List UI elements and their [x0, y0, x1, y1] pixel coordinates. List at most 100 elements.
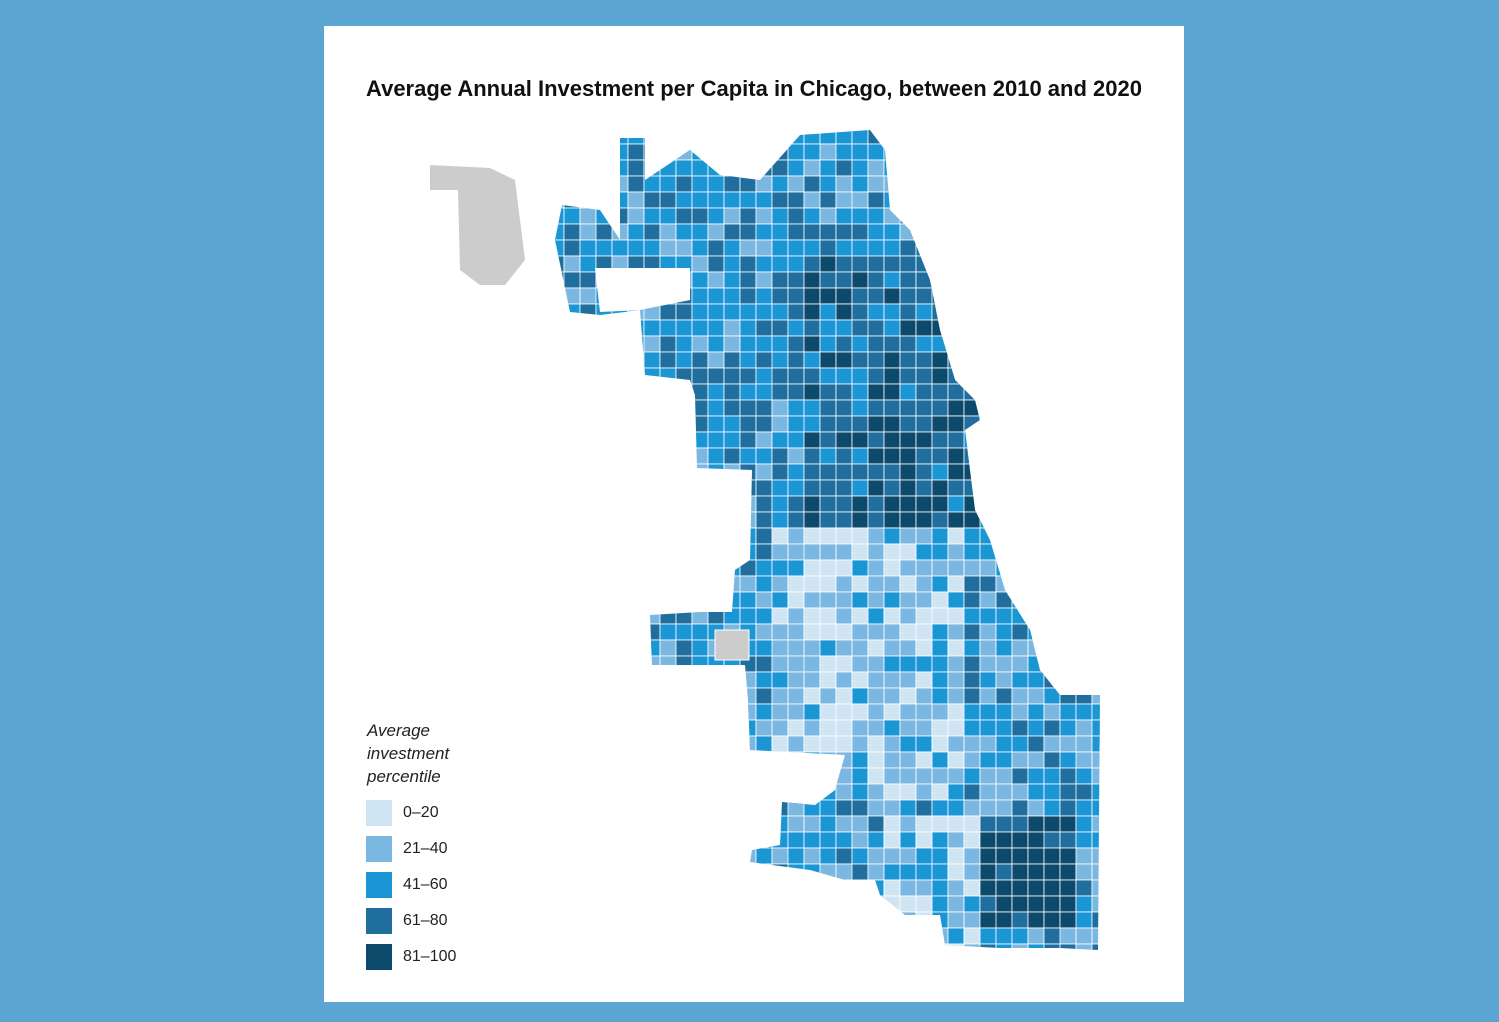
- tract: [979, 287, 997, 305]
- tract: [835, 751, 853, 769]
- tract: [915, 191, 933, 209]
- tract: [851, 159, 869, 177]
- tract: [915, 863, 933, 881]
- tract: [1011, 895, 1029, 913]
- tract: [1059, 527, 1077, 545]
- tract: [1091, 239, 1100, 257]
- tract: [947, 415, 965, 433]
- tract: [595, 943, 613, 950]
- tract: [1027, 159, 1045, 177]
- tract: [947, 623, 965, 641]
- tract: [707, 415, 725, 433]
- tract: [739, 287, 757, 305]
- tract: [1027, 495, 1045, 513]
- tract: [643, 735, 661, 753]
- tract: [1091, 527, 1100, 545]
- tract: [915, 607, 933, 625]
- tract: [963, 191, 981, 209]
- ohare: [430, 165, 525, 285]
- tract: [739, 735, 757, 753]
- tract: [1059, 943, 1077, 950]
- tract: [771, 543, 789, 561]
- tract: [979, 431, 997, 449]
- tract: [579, 639, 613, 657]
- tract: [979, 623, 997, 641]
- tract: [787, 399, 805, 417]
- tract: [691, 543, 709, 561]
- tract: [739, 143, 773, 161]
- tract: [675, 431, 693, 449]
- tract: [739, 335, 757, 353]
- tract: [675, 399, 693, 417]
- tract: [979, 879, 997, 897]
- tract: [963, 223, 997, 241]
- tract: [803, 335, 821, 353]
- tract: [723, 831, 741, 849]
- tract: [883, 927, 901, 945]
- tract: [1027, 719, 1045, 737]
- tract: [707, 495, 725, 513]
- tract: [555, 895, 565, 913]
- tract: [739, 751, 757, 769]
- tract: [803, 130, 821, 145]
- tract: [1059, 895, 1077, 913]
- tract: [739, 815, 757, 833]
- tract: [947, 239, 965, 257]
- tract: [707, 911, 725, 929]
- tract: [883, 783, 901, 801]
- tract: [915, 783, 933, 801]
- tract: [931, 463, 949, 481]
- tract: [579, 130, 597, 145]
- tract: [691, 591, 709, 609]
- tract: [899, 927, 933, 945]
- legend-swatch: [366, 800, 392, 826]
- tract: [611, 130, 629, 145]
- tract: [691, 623, 709, 641]
- tract: [979, 399, 1013, 417]
- tract: [787, 911, 805, 929]
- tract: [563, 767, 581, 785]
- legend-swatch: [366, 872, 392, 898]
- tract: [883, 911, 901, 929]
- tract: [555, 130, 581, 145]
- tract: [979, 143, 997, 161]
- tract: [595, 399, 613, 417]
- tract: [627, 319, 645, 337]
- tract: [627, 815, 645, 833]
- tract: [963, 255, 981, 273]
- tract: [867, 911, 885, 929]
- tract: [1027, 943, 1045, 950]
- tract: [1011, 143, 1029, 161]
- tract: [1059, 703, 1077, 721]
- tract: [739, 863, 757, 881]
- tract: [771, 719, 789, 737]
- tract: [579, 815, 597, 833]
- tract: [995, 319, 1013, 337]
- tract: [771, 879, 789, 897]
- tract: [851, 815, 869, 833]
- tract: [963, 623, 981, 641]
- tract: [851, 255, 869, 273]
- tract: [739, 671, 757, 689]
- tract: [931, 799, 949, 817]
- tract: [1011, 159, 1045, 177]
- tract: [979, 671, 997, 689]
- legend-label: 0–20: [403, 804, 439, 821]
- tract: [595, 175, 613, 193]
- tract: [1011, 447, 1029, 465]
- tract: [819, 831, 837, 849]
- tract: [1043, 239, 1061, 257]
- tract: [755, 719, 773, 737]
- tract: [963, 447, 981, 465]
- tract: [851, 191, 869, 209]
- tract: [851, 479, 869, 497]
- tract: [1027, 895, 1045, 913]
- tract: [659, 527, 677, 545]
- tract: [755, 799, 773, 817]
- tract: [755, 159, 773, 177]
- tract: [915, 175, 933, 193]
- tract: [1027, 927, 1045, 945]
- tract: [947, 687, 965, 705]
- tract: [723, 879, 757, 897]
- tract: [579, 623, 597, 641]
